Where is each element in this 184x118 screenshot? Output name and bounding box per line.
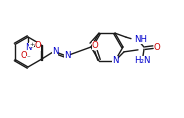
Text: ⁻: ⁻ xyxy=(26,55,30,61)
Text: O: O xyxy=(21,51,27,61)
Text: NH: NH xyxy=(134,35,147,44)
Text: O: O xyxy=(154,43,160,52)
Text: O: O xyxy=(35,42,41,51)
Text: N: N xyxy=(112,56,118,65)
Text: +: + xyxy=(29,42,34,47)
Text: O: O xyxy=(92,41,98,50)
Text: N: N xyxy=(64,51,70,61)
Text: N: N xyxy=(25,42,31,51)
Text: H₂N: H₂N xyxy=(134,56,150,65)
Text: N: N xyxy=(52,48,58,57)
